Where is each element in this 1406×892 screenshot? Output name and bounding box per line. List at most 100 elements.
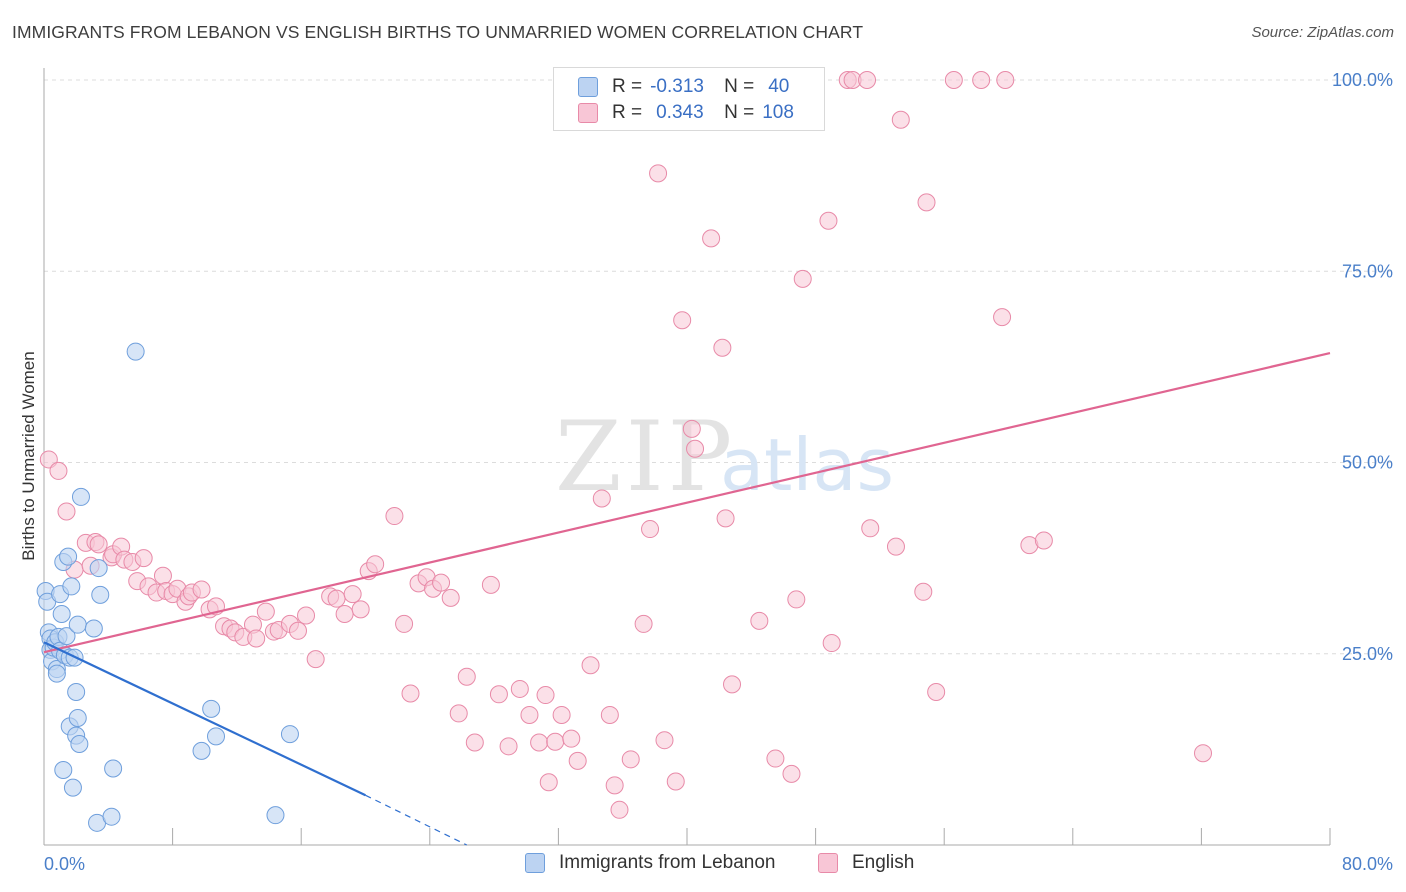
english-point-104 (927, 683, 946, 701)
lebanon-point-21 (63, 778, 82, 797)
watermark-atlas: atlas (720, 423, 894, 507)
english-point-85 (713, 338, 732, 357)
tick-labels: 25.0% 50.0% 75.0% 100.0% 0.0% 80.0% (44, 70, 1393, 874)
legend-item-english[interactable]: English (818, 852, 914, 874)
english-point-73 (605, 776, 624, 795)
english-point-7 (89, 535, 108, 554)
english-point-83 (682, 419, 701, 438)
lebanon-series (36, 342, 299, 832)
english-point-95 (822, 634, 841, 653)
english-point-67 (552, 705, 571, 724)
x-tick-label-0: 0.0% (44, 854, 85, 874)
english-point-72 (600, 705, 619, 724)
source-label: Source: ZipAtlas.com (1251, 24, 1394, 41)
english-point-53 (432, 573, 451, 592)
english-point-106 (972, 71, 991, 89)
english-point-58 (481, 575, 500, 594)
english-point-101 (891, 110, 910, 129)
legend-n-label: N = (724, 76, 755, 97)
english-trend-line (43, 352, 1331, 654)
lebanon-point-30 (84, 619, 103, 638)
english-point-79 (655, 731, 674, 750)
english-point-89 (750, 611, 769, 630)
lebanon-legend-label: Immigrants from Lebanon (559, 852, 776, 873)
lebanon-point-26 (68, 709, 87, 728)
legend-n-label: N = (724, 102, 755, 123)
english-point-39 (306, 650, 325, 669)
english-point-65 (539, 773, 558, 792)
lebanon-legend-swatch (525, 853, 545, 873)
english-r-value: 0.343 (656, 102, 704, 123)
lebanon-n-value: 40 (768, 76, 790, 97)
english-point-56 (457, 667, 476, 686)
english-point-82 (686, 439, 705, 458)
english-point-70 (581, 656, 600, 675)
legend-r-label: R = (612, 76, 643, 97)
english-point-43 (343, 585, 362, 604)
english-point-107 (993, 308, 1012, 327)
x-tick-label-1: 80.0% (1342, 854, 1393, 874)
english-point-63 (530, 733, 549, 752)
english-n-value: 108 (762, 102, 794, 123)
english-point-64 (536, 686, 555, 705)
english-point-74 (610, 800, 629, 819)
english-point-92 (787, 590, 806, 609)
lebanon-point-40 (266, 806, 285, 825)
english-point-100 (886, 537, 905, 556)
english-point-59 (489, 685, 508, 704)
english-point-66 (546, 732, 565, 751)
english-point-33 (256, 602, 275, 621)
english-point-111 (1194, 744, 1213, 763)
english-point-0 (39, 450, 58, 469)
lebanon-point-28 (71, 487, 90, 506)
y-axis-label: Births to Unmarried Women (19, 351, 38, 560)
english-point-41 (327, 589, 346, 608)
english-point-71 (592, 489, 611, 508)
english-point-55 (449, 704, 468, 723)
lebanon-point-37 (192, 741, 211, 760)
lebanon-swatch (578, 77, 598, 97)
english-point-86 (716, 509, 735, 528)
english-point-17 (153, 566, 172, 585)
grid-lines (44, 79, 1394, 655)
english-swatch (578, 103, 598, 123)
english-point-44 (351, 600, 370, 619)
english-point-78 (649, 164, 668, 183)
lebanon-point-33 (91, 585, 110, 604)
english-point-93 (793, 269, 812, 288)
english-point-87 (723, 675, 742, 694)
y-tick-label-2: 75.0% (1342, 261, 1393, 281)
english-point-90 (766, 749, 785, 768)
english-point-69 (568, 751, 587, 770)
watermark: ZIP atlas (555, 401, 894, 513)
english-point-24 (192, 580, 211, 599)
correlation-legend: R = -0.313 N = 40 R = 0.343 N = 108 (553, 67, 825, 131)
english-point-80 (666, 772, 685, 791)
english-point-105 (944, 71, 963, 89)
lebanon-point-38 (202, 699, 221, 718)
legend-item-lebanon[interactable]: Immigrants from Lebanon (525, 852, 776, 874)
english-point-75 (621, 750, 640, 769)
lebanon-point-41 (280, 725, 299, 744)
lebanon-trend-extension (365, 794, 468, 846)
english-point-84 (702, 229, 721, 248)
english-point-103 (917, 193, 936, 212)
english-point-14 (134, 549, 153, 568)
english-legend-swatch (818, 853, 838, 873)
series-legend: Immigrants from Lebanon English (0, 852, 1406, 878)
english-point-46 (366, 555, 385, 574)
english-point-81 (673, 311, 692, 330)
english-point-54 (441, 588, 460, 607)
lebanon-point-16 (57, 627, 76, 646)
trend-lines (43, 352, 1331, 846)
lebanon-point-9 (47, 664, 66, 683)
legend-row-english: R = 0.343 N = 108 (578, 101, 794, 125)
english-point-2 (57, 502, 76, 521)
english-point-91 (782, 764, 801, 783)
english-point-1 (49, 461, 68, 480)
english-point-98 (858, 71, 877, 89)
english-point-49 (401, 684, 420, 703)
lebanon-point-25 (68, 615, 87, 634)
lebanon-point-29 (54, 761, 73, 780)
